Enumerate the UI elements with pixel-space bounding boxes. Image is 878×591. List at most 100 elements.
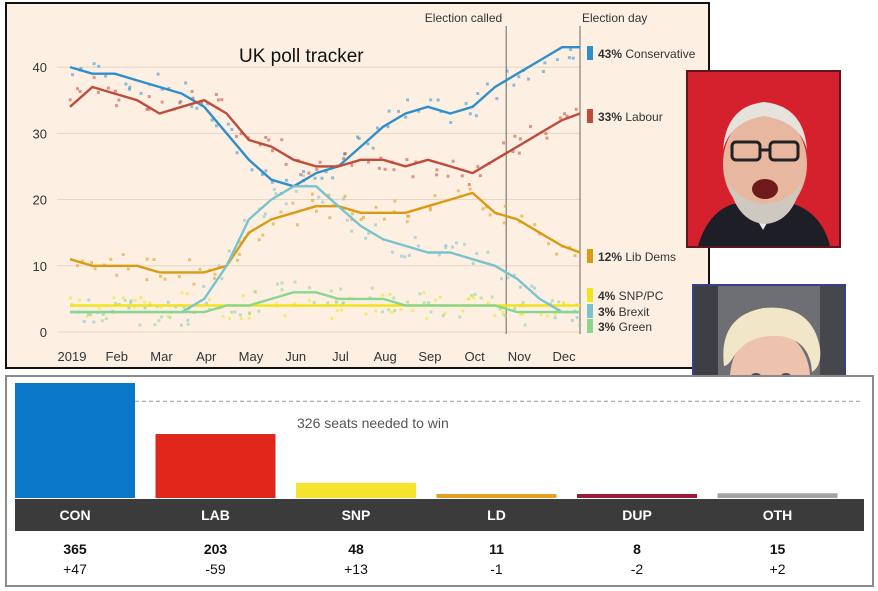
poll-dot <box>208 298 212 302</box>
party-name-ld: LD <box>487 507 506 523</box>
poll-dot <box>76 87 80 91</box>
poll-dot <box>513 306 517 310</box>
poll-dot <box>198 267 202 271</box>
poll-dot <box>339 287 343 291</box>
poll-dot <box>357 136 361 140</box>
poll-dot <box>446 174 450 178</box>
poll-dot <box>339 308 343 312</box>
x-tick-label: Aug <box>374 349 397 364</box>
poll-dot <box>544 132 548 136</box>
poll-dot <box>444 244 448 248</box>
poll-dot <box>435 168 439 172</box>
poll-dot <box>292 302 296 306</box>
poll-dot <box>460 174 464 178</box>
seat-bar-ld <box>436 494 557 498</box>
poll-dot <box>180 291 184 295</box>
seat-bar-chart <box>15 383 862 498</box>
poll-dot <box>461 309 465 313</box>
poll-dot <box>230 127 234 131</box>
poll-dot <box>163 277 167 281</box>
poll-dot <box>359 218 363 222</box>
poll-dot <box>160 305 164 309</box>
poll-dot <box>562 301 566 305</box>
poll-dot <box>148 301 152 305</box>
poll-dot <box>498 307 502 311</box>
x-tick-label: Dec <box>553 349 577 364</box>
poll-dot <box>295 223 299 227</box>
x-tick-label: Sep <box>418 349 441 364</box>
poll-dot <box>451 159 455 163</box>
poll-dot <box>511 150 515 154</box>
poll-dot <box>351 212 355 216</box>
poll-dot <box>258 143 262 147</box>
poll-dot <box>456 189 460 193</box>
poll-dot <box>350 163 354 167</box>
poll-dot <box>284 202 288 206</box>
poll-dot <box>578 323 582 327</box>
poll-dot <box>284 162 288 166</box>
poll-dot <box>328 216 332 220</box>
poll-dot <box>190 89 194 93</box>
poll-dot <box>570 319 574 323</box>
poll-dot <box>393 199 397 203</box>
poll-dot <box>239 132 243 136</box>
poll-dot <box>160 315 164 319</box>
poll-dot <box>274 192 278 196</box>
poll-dot <box>425 317 429 321</box>
poll-dot <box>307 298 311 302</box>
poll-dot <box>89 313 93 317</box>
poll-dot <box>86 312 90 316</box>
poll-dot <box>280 288 284 292</box>
poll-dot <box>374 309 378 313</box>
legend-label: 12% Lib Dems <box>598 250 676 264</box>
series-line-green <box>70 291 580 314</box>
poll-dot <box>429 98 433 102</box>
party-seats-dup: 8 <box>633 541 641 557</box>
poll-dot <box>275 282 279 286</box>
poll-dot <box>264 169 268 173</box>
poll-dot <box>407 214 411 218</box>
poll-dot <box>261 233 265 237</box>
poll-dot <box>330 316 334 320</box>
poll-dot <box>449 120 453 124</box>
poll-dot <box>326 301 330 305</box>
poll-dot <box>250 168 254 172</box>
poll-dot <box>517 151 521 155</box>
poll-dot <box>362 215 366 219</box>
poll-dot <box>376 126 380 130</box>
poll-dot <box>551 299 555 303</box>
poll-dot <box>68 98 72 102</box>
poll-dot <box>467 297 471 301</box>
x-tick-label: Oct <box>465 349 486 364</box>
party-seats-ld: 11 <box>489 541 504 557</box>
poll-dot <box>262 215 266 219</box>
poll-dot <box>557 300 561 304</box>
x-tick-label: May <box>239 349 264 364</box>
legend-marker <box>587 288 593 302</box>
poll-dot <box>434 298 438 302</box>
party-change-dup: -2 <box>630 561 644 577</box>
seat-bar-dup <box>577 494 697 498</box>
poll-dot <box>178 101 182 105</box>
election-called-label: Election called <box>425 11 502 25</box>
poll-dot <box>397 109 401 113</box>
poll-dot <box>283 314 287 318</box>
poll-dot <box>502 141 506 145</box>
poll-tracker-panel: 0 10 20 30 40 2019 Feb Mar Apr May Jun Jul Aug Sep Oct… <box>5 2 710 369</box>
party-name-con: CON <box>59 507 91 523</box>
poll-dot <box>127 87 131 91</box>
poll-dot <box>574 107 578 111</box>
legend-label: 4% SNP/PC <box>598 289 664 303</box>
poll-dot <box>279 210 283 214</box>
seat-results-panel: 326 seats needed to win CON 365 +47 LAB 203 -… <box>5 375 874 587</box>
poll-dot <box>293 280 297 284</box>
series-line-labour <box>69 85 581 175</box>
poll-dot <box>387 308 391 312</box>
poll-dot <box>93 267 97 271</box>
poll-dot <box>382 217 386 221</box>
poll-dot <box>388 292 392 296</box>
legend-label: 33% Labour <box>598 110 663 124</box>
poll-dot <box>392 296 396 300</box>
poll-dot <box>113 301 117 305</box>
poll-dot <box>236 258 240 262</box>
